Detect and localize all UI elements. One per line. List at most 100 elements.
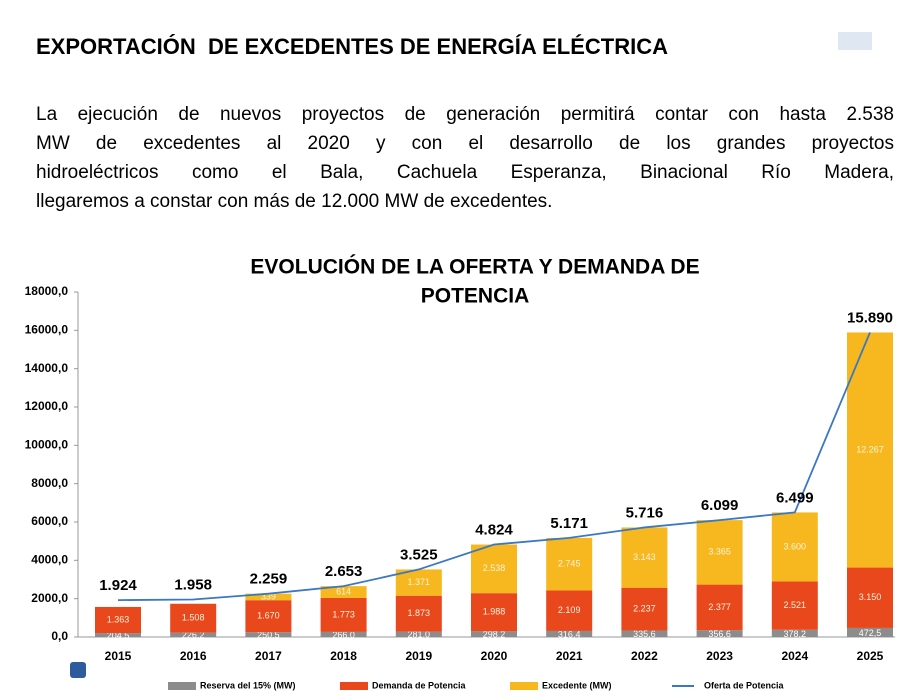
- line-label: 1.924: [99, 577, 137, 594]
- bar-segment: [320, 597, 367, 632]
- x-tick-label: 2019: [405, 649, 432, 663]
- legend-label: Reserva del 15% (MW): [200, 680, 296, 690]
- bar-segment: [696, 630, 743, 637]
- legend-swatch: [510, 682, 538, 690]
- bar-segment: [245, 600, 292, 633]
- bar-segment: [471, 544, 517, 594]
- bar-segment: [696, 584, 743, 631]
- line-label: 4.824: [475, 522, 513, 539]
- x-tick-label: 2024: [781, 649, 808, 663]
- segment-label: 614: [336, 586, 351, 596]
- y-tick-label: 8000,0: [31, 476, 68, 490]
- bar-segment: [395, 631, 442, 637]
- line-label: 3.525: [400, 546, 438, 563]
- line-label: 1.958: [174, 576, 212, 593]
- segment-label: 3.150: [859, 592, 882, 602]
- segment-label: 378,2: [784, 629, 807, 639]
- logo: [838, 32, 872, 50]
- x-tick-label: 2021: [556, 649, 583, 663]
- segment-label: 250,5: [257, 630, 280, 640]
- segment-label: 2.538: [483, 563, 506, 573]
- bar-segment: [696, 520, 743, 585]
- y-tick-label: 6000,0: [31, 514, 68, 528]
- y-tick-label: 18000,0: [25, 284, 69, 298]
- bar-segment: [546, 630, 593, 637]
- bar-segment: [847, 332, 893, 568]
- y-tick-label: 10000,0: [25, 438, 69, 452]
- x-tick-label: 2017: [255, 649, 282, 663]
- bar-segment: [621, 587, 668, 631]
- x-tick-label: 2022: [631, 649, 658, 663]
- segment-label: 1.773: [332, 609, 355, 619]
- bar-segment: [245, 632, 292, 637]
- bar-segment: [170, 603, 217, 633]
- segment-label: 1.988: [483, 607, 506, 617]
- bar-segment: [471, 593, 517, 632]
- x-tick-label: 2016: [180, 649, 207, 663]
- line-label: 2.653: [325, 563, 363, 580]
- segment-label: 204,5: [107, 630, 130, 640]
- paragraph-line: La ejecución de nuevos proyectos de gene…: [36, 104, 894, 125]
- x-tick-label: 2020: [481, 649, 508, 663]
- line-label: 6.099: [701, 497, 739, 514]
- segment-label: 1.371: [408, 577, 431, 587]
- paragraph-line: llegaremos a constar con más de 12.000 M…: [36, 191, 553, 212]
- bar-segment: [245, 593, 292, 601]
- segment-label: 266,0: [332, 630, 355, 640]
- segment-label: 12.267: [856, 444, 884, 454]
- x-tick-label: 2018: [330, 649, 357, 663]
- bar-segment: [95, 606, 141, 634]
- line-label: 6.499: [776, 489, 814, 506]
- line-label: 2.259: [250, 571, 288, 588]
- segment-label: 3.365: [708, 547, 731, 557]
- segment-label: 2.109: [558, 605, 581, 615]
- segment-label: 2.377: [708, 602, 731, 612]
- x-tick-label: 2023: [706, 649, 733, 663]
- segment-label: 281,0: [408, 630, 431, 640]
- y-tick-label: 16000,0: [25, 323, 69, 337]
- line-label: 15.890: [847, 309, 893, 326]
- segment-label: 1.873: [408, 608, 431, 618]
- segment-label: 2.521: [784, 600, 807, 610]
- legend-label: Demanda de Potencia: [372, 680, 467, 690]
- bar-segment: [771, 581, 818, 630]
- paragraph-line: hidroeléctricos como el Bala, Cachuela E…: [36, 162, 894, 183]
- bar-segment: [621, 527, 668, 588]
- y-tick-label: 14000,0: [25, 361, 69, 375]
- segment-label: 2.745: [558, 559, 581, 569]
- bar-segment: [95, 633, 141, 637]
- segment-label: 3.143: [633, 552, 656, 562]
- bar-segment: [771, 512, 818, 582]
- bar-segment: [170, 632, 217, 637]
- y-tick-label: 0,0: [51, 629, 68, 643]
- bar-segment: [847, 567, 893, 628]
- segment-label: 2.237: [633, 604, 656, 614]
- segment-label: 3.600: [784, 541, 807, 551]
- legend-swatch: [168, 682, 196, 690]
- logo: [70, 662, 86, 678]
- x-tick-label: 2025: [857, 649, 884, 663]
- segment-label: 339: [261, 591, 276, 601]
- y-tick-label: 4000,0: [31, 553, 68, 567]
- bar-segment: [395, 595, 442, 632]
- chart-title: POTENCIA: [421, 285, 530, 308]
- y-tick-label: 2000,0: [31, 591, 68, 605]
- bar-segment: [546, 537, 593, 591]
- bar-segment: [847, 627, 893, 637]
- bar-segment: [320, 631, 367, 637]
- legend-label: Excedente (MW): [542, 680, 612, 690]
- segment-label: 472,5: [859, 628, 882, 638]
- segment-label: 1.670: [257, 611, 280, 621]
- segment-label: 1.363: [107, 614, 130, 624]
- bar-segment: [621, 630, 668, 637]
- y-tick-label: 12000,0: [25, 399, 69, 413]
- legend-swatch: [340, 682, 368, 690]
- x-tick-label: 2015: [105, 649, 132, 663]
- bar-segment: [320, 586, 367, 598]
- bar-segment: [395, 569, 442, 596]
- chart-title: EVOLUCIÓN DE LA OFERTA Y DEMANDA DE: [250, 255, 699, 279]
- line-label: 5.171: [550, 515, 588, 532]
- segment-label: 1.508: [182, 613, 205, 623]
- segment-label: 356,6: [708, 629, 731, 639]
